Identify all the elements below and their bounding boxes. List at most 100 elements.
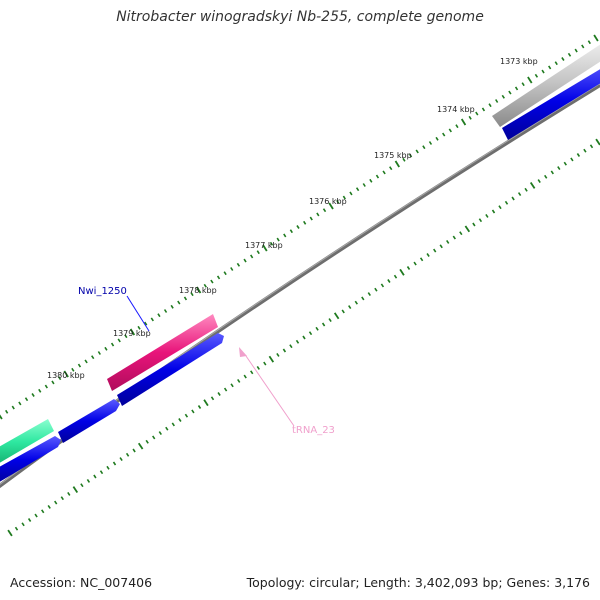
inner-tick-56 xyxy=(374,287,378,292)
kbp-label-1380: 1380 kbp xyxy=(47,371,85,380)
inner-tick-76 xyxy=(504,200,509,205)
outer-tick-64 xyxy=(422,145,426,150)
inner-tick-83 xyxy=(550,170,554,175)
outer-tick-89 xyxy=(587,40,591,45)
inner-tick-25 xyxy=(171,422,175,427)
outer-tick-22 xyxy=(144,321,148,326)
outer-tick-47 xyxy=(309,216,313,221)
inner-tick-27 xyxy=(184,413,189,418)
trna-23-label[interactable]: tRNA_23 xyxy=(292,425,335,436)
inner-tick-75 xyxy=(498,205,502,210)
outer-tick-49 xyxy=(322,208,327,213)
inner-tick-50 xyxy=(333,312,340,320)
kbp-label-1373: 1373 kbp xyxy=(500,57,538,66)
reverse-gene-middle[interactable] xyxy=(117,333,224,406)
inner-tick-5 xyxy=(41,509,45,514)
outer-tick-29 xyxy=(190,292,194,297)
inner-tick-8 xyxy=(60,496,64,501)
outer-tick-55 xyxy=(362,183,366,187)
trna-23-callout-line xyxy=(245,355,295,427)
inner-tick-81 xyxy=(537,179,541,184)
accession-text: Accession: NC_007406 xyxy=(10,575,153,590)
outer-tick-8 xyxy=(51,380,55,385)
outer-tick-81 xyxy=(534,73,539,78)
nwi-1250-callout-line xyxy=(126,295,150,332)
inner-tick-53 xyxy=(354,300,358,305)
outer-tick-35 xyxy=(230,267,234,271)
inner-tick-ring xyxy=(7,138,600,537)
outer-tick-5 xyxy=(31,393,35,397)
outer-tick-44 xyxy=(289,229,293,234)
inner-tick-17 xyxy=(119,457,123,462)
outer-tick-42 xyxy=(276,237,280,242)
inner-tick-9 xyxy=(67,491,71,496)
inner-tick-34 xyxy=(230,383,234,388)
outer-tick-39 xyxy=(256,250,260,255)
grey-feature[interactable] xyxy=(492,38,600,127)
inner-tick-61 xyxy=(406,266,411,270)
outer-tick-90 xyxy=(593,34,599,42)
outer-tick-15 xyxy=(97,351,101,355)
nwi-1250-label[interactable]: Nwi_1250 xyxy=(78,286,127,297)
inner-tick-20 xyxy=(137,442,144,450)
inner-tick-84 xyxy=(557,166,561,171)
outer-tick-4 xyxy=(24,397,29,402)
inner-tick-16 xyxy=(112,461,117,466)
inner-tick-44 xyxy=(295,339,300,344)
outer-tick-54 xyxy=(355,187,360,192)
inner-tick-12 xyxy=(86,478,91,483)
outer-tick-43 xyxy=(283,233,287,238)
outer-tick-74 xyxy=(488,103,492,108)
outer-tick-61 xyxy=(402,157,406,162)
outer-tick-30 xyxy=(196,286,202,294)
outer-tick-13 xyxy=(84,359,88,364)
kbp-label-1378: 1378 kbp xyxy=(179,286,217,295)
inner-tick-87 xyxy=(576,153,581,157)
inner-tick-86 xyxy=(570,157,574,162)
inner-tick-65 xyxy=(433,248,437,253)
inner-tick-54 xyxy=(361,296,365,301)
outer-tick-63 xyxy=(415,149,419,154)
inner-tick-6 xyxy=(47,504,51,509)
kbp-label-1376: 1376 kbp xyxy=(309,197,347,206)
inner-tick-73 xyxy=(485,213,489,218)
outer-tick-51 xyxy=(336,199,340,204)
outer-tick-1 xyxy=(5,409,9,414)
reverse-gene-far-left[interactable] xyxy=(0,436,61,484)
outer-tick-38 xyxy=(250,254,254,259)
inner-tick-7 xyxy=(54,500,58,505)
outer-tick-24 xyxy=(157,313,161,318)
inner-tick-82 xyxy=(544,174,548,179)
outer-tick-11 xyxy=(71,367,75,372)
inner-tick-3 xyxy=(27,518,32,522)
outer-tick-2 xyxy=(11,405,15,410)
outer-tick-58 xyxy=(382,170,386,175)
forward-gene-nwi-1250[interactable] xyxy=(107,314,218,391)
outer-tick-14 xyxy=(91,355,95,360)
inner-tick-4 xyxy=(34,513,38,518)
outer-tick-41 xyxy=(269,241,274,246)
outer-tick-37 xyxy=(243,258,247,263)
inner-tick-57 xyxy=(380,283,385,288)
inner-tick-78 xyxy=(517,192,522,197)
outer-tick-70 xyxy=(460,118,467,126)
outer-tick-69 xyxy=(455,124,459,129)
outer-tick-48 xyxy=(316,212,320,217)
other-gene-left[interactable] xyxy=(0,419,54,465)
inner-tick-67 xyxy=(446,239,450,244)
inner-tick-69 xyxy=(459,231,463,236)
kbp-label-1374: 1374 kbp xyxy=(437,105,475,114)
reverse-gene-top-right[interactable] xyxy=(502,62,600,140)
inner-tick-14 xyxy=(99,470,104,475)
reverse-gene-lower[interactable] xyxy=(58,399,120,443)
trna-23-marker[interactable] xyxy=(239,347,247,357)
inner-tick-55 xyxy=(367,292,371,297)
outer-tick-21 xyxy=(137,325,141,330)
outer-tick-7 xyxy=(44,384,48,389)
inner-tick-62 xyxy=(413,261,417,266)
inner-tick-38 xyxy=(256,365,260,370)
outer-tick-62 xyxy=(408,153,413,158)
outer-tick-72 xyxy=(475,111,479,116)
inner-tick-59 xyxy=(393,274,398,279)
